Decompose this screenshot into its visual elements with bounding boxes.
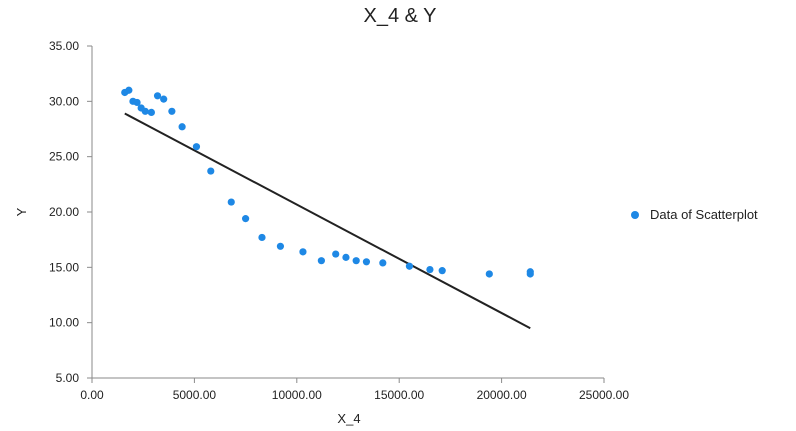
data-point [133, 98, 141, 107]
y-tick-label: 5.00 [56, 371, 80, 385]
axes [91, 46, 604, 379]
y-tick-label: 35.00 [49, 39, 79, 53]
y-tick-label: 10.00 [49, 316, 79, 330]
x-tick-label: 25000.00 [579, 388, 629, 402]
chart-title: X_4 & Y [363, 5, 436, 27]
y-tick-label: 25.00 [49, 150, 79, 164]
data-point [258, 233, 266, 242]
x-axis-label: X_4 [337, 411, 360, 426]
data-point [352, 257, 360, 265]
data-point [192, 143, 201, 151]
x-tick-label: 5000.00 [173, 388, 217, 402]
x-tick-label: 20000.00 [477, 388, 527, 402]
data-point [125, 86, 133, 94]
data-point [207, 167, 215, 175]
data-point [299, 248, 307, 256]
data-point [342, 253, 350, 261]
y-tick-label: 30.00 [49, 94, 79, 108]
y-tick-label: 20.00 [49, 205, 79, 219]
data-point [160, 95, 168, 103]
x-tick-label: 0.00 [80, 388, 104, 402]
data-point [141, 107, 149, 115]
data-point [147, 108, 155, 116]
legend: Data of Scatterplot [631, 207, 758, 222]
data-point [168, 107, 176, 115]
x-tick-label: 10000.00 [272, 388, 322, 402]
data-point [426, 265, 434, 274]
data-point [405, 262, 414, 270]
data-point [242, 215, 250, 223]
legend-label: Data of Scatterplot [650, 207, 758, 222]
y-axis-ticks: 5.00 10.00 15.00 20.00 25.00 30.00 35.00 [49, 39, 92, 385]
x-axis-ticks: 0.00 5000.00 10000.00 15000.00 20000.00 25000… [80, 378, 629, 402]
data-point [362, 258, 371, 266]
data-point [153, 92, 162, 100]
data-point [526, 270, 534, 278]
legend-marker [631, 211, 639, 219]
data-point [227, 198, 235, 206]
data-point [276, 242, 285, 250]
trendline-group [124, 112, 531, 330]
x-tick-label: 15000.00 [374, 388, 424, 402]
data-point [485, 270, 493, 278]
data-point [332, 250, 340, 258]
data-point [178, 123, 186, 131]
y-tick-label: 15.00 [49, 260, 79, 274]
data-points [121, 86, 534, 278]
data-point [317, 257, 325, 265]
data-point [379, 259, 387, 267]
data-point [438, 267, 446, 275]
trendline [124, 112, 531, 330]
y-axis-label: Y [14, 207, 29, 216]
